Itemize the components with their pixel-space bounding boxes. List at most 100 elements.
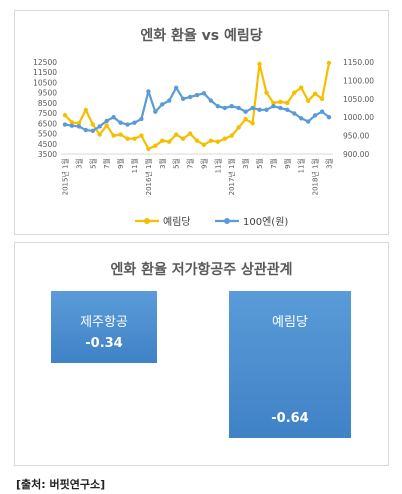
x-tick-label-18: 2018년 1월: [311, 158, 320, 195]
legend-marker-0: [144, 218, 150, 224]
series-1-point-34: [299, 116, 304, 121]
right-axis-tick-3: 1050.00: [343, 95, 374, 104]
series-0-point-11: [139, 133, 144, 138]
x-tick-label-6: 2016년 1월: [144, 158, 153, 195]
series-0-point-13: [153, 143, 158, 148]
series-1-point-15: [167, 98, 172, 103]
series-0-point-16: [174, 132, 179, 137]
x-tick-label-17: 11월: [297, 158, 306, 173]
series-0-point-27: [250, 121, 255, 126]
series-1-point-33: [292, 111, 297, 116]
x-tick-label-15: 7월: [269, 158, 278, 169]
series-1-point-38: [326, 115, 332, 120]
left-axis-tick-0: 3500: [38, 150, 57, 159]
right-axis-tick-2: 1000.00: [343, 113, 374, 122]
series-1-point-12: [146, 89, 151, 94]
series-0-point-5: [97, 132, 102, 137]
bar-label-yerimdang: 예림당: [272, 315, 308, 330]
x-tick-label-8: 5월: [172, 158, 181, 169]
series-0-point-25: [236, 125, 241, 130]
left-axis-tick-2: 5500: [38, 130, 57, 139]
series-0-point-2: [76, 121, 82, 126]
x-tick-label-19: 3월: [325, 158, 334, 169]
series-1-point-4: [90, 128, 96, 133]
series-1-point-18: [187, 94, 193, 100]
series-1-point-0: [62, 122, 68, 127]
series-0-point-18: [187, 131, 193, 136]
series-0-point-23: [222, 136, 227, 141]
x-tick-label-9: 7월: [186, 158, 195, 169]
left-axis-tick-3: 6500: [38, 119, 57, 128]
series-0-point-21: [208, 138, 214, 143]
x-tick-label-4: 9월: [116, 158, 125, 169]
series-1-point-24: [229, 104, 234, 109]
series-1-point-22: [215, 104, 220, 109]
series-1-point-29: [264, 107, 269, 113]
series-1-point-23: [222, 105, 227, 111]
series-0-point-7: [111, 133, 116, 138]
left-axis-tick-4: 7500: [38, 109, 57, 118]
bar-label-jeju-air: 제주항공: [80, 315, 128, 330]
series-1-point-20: [201, 91, 207, 96]
series-1-point-13: [153, 109, 158, 114]
series-1-point-21: [208, 98, 214, 103]
legend-label-1: 100엔(원): [243, 216, 288, 228]
series-0-point-3: [83, 107, 89, 113]
series-0-point-31: [278, 99, 283, 105]
left-axis-tick-9: 12500: [33, 58, 57, 67]
bar-jeju-air: 제주항공 -0.34: [51, 291, 157, 363]
series-0-point-6: [104, 123, 109, 128]
x-tick-label-14: 5월: [255, 158, 264, 169]
x-tick-label-3: 7월: [102, 158, 111, 169]
series-0-point-15: [167, 139, 172, 144]
series-1-point-30: [271, 104, 276, 109]
line-chart-panel: 엔화 환율 vs 예림당 3500 4500 5500 6500 7500 8500 950…: [14, 10, 389, 235]
series-1-point-6: [104, 118, 109, 124]
right-axis-tick-0: 900.00: [343, 150, 369, 159]
series-1-point-7: [111, 115, 116, 120]
series-1-point-35: [306, 119, 311, 124]
x-tick-label-11: 11월: [213, 158, 222, 173]
left-axis-tick-5: 8500: [38, 99, 57, 108]
series-1-point-5: [97, 124, 102, 129]
x-tick-label-0: 2015년 1월: [61, 158, 70, 195]
series-1-point-17: [180, 96, 186, 102]
series-0-point-37: [319, 96, 325, 102]
legend-marker-1: [224, 218, 230, 224]
series-0-point-34: [299, 85, 304, 90]
series-1-point-25: [236, 105, 241, 111]
right-axis-tick-4: 1100.00: [343, 76, 374, 85]
series-0-point-35: [306, 98, 311, 104]
bar-value-jeju-air: -0.34: [85, 336, 123, 351]
series-1-point-11: [139, 116, 144, 122]
bar-chart-panel: 엔화 환율 저가항공주 상관관계 제주항공 -0.34 예림당 -0.64: [14, 242, 389, 466]
x-tick-label-2: 5월: [88, 158, 97, 169]
series-1-point-36: [312, 113, 318, 118]
series-0-point-38: [326, 60, 332, 66]
series-1-point-2: [76, 124, 82, 129]
series-0-point-36: [312, 91, 318, 96]
series-0-point-22: [215, 139, 220, 144]
right-axis-tick-1: 950.00: [343, 132, 369, 141]
series-0-point-12: [146, 146, 151, 152]
x-tick-label-16: 9월: [283, 158, 292, 169]
series-1-point-37: [319, 109, 325, 114]
bar-chart-title: 엔화 환율 저가항공주 상관관계: [110, 262, 293, 278]
x-tick-label-1: 3월: [74, 158, 83, 169]
series-0-point-0: [62, 113, 68, 118]
series-0-point-30: [271, 100, 276, 106]
x-tick-label-10: 9월: [199, 158, 208, 169]
series-0-point-8: [118, 132, 123, 137]
series-0-point-17: [180, 136, 186, 141]
right-axis-tick-5: 1150.00: [343, 58, 374, 67]
series-1-point-9: [125, 122, 130, 127]
x-tick-label-7: 3월: [158, 158, 167, 169]
series-0-point-28: [257, 61, 262, 67]
series-1-point-28: [257, 107, 262, 113]
source-caption: [출처: 버핏연구소]: [16, 478, 106, 491]
x-tick-label-12: 2017년 1월: [227, 158, 236, 195]
series-0-point-4: [90, 122, 96, 127]
series-1-point-16: [174, 85, 179, 91]
series-0-point-32: [285, 100, 290, 106]
series-0-point-1: [69, 120, 75, 125]
